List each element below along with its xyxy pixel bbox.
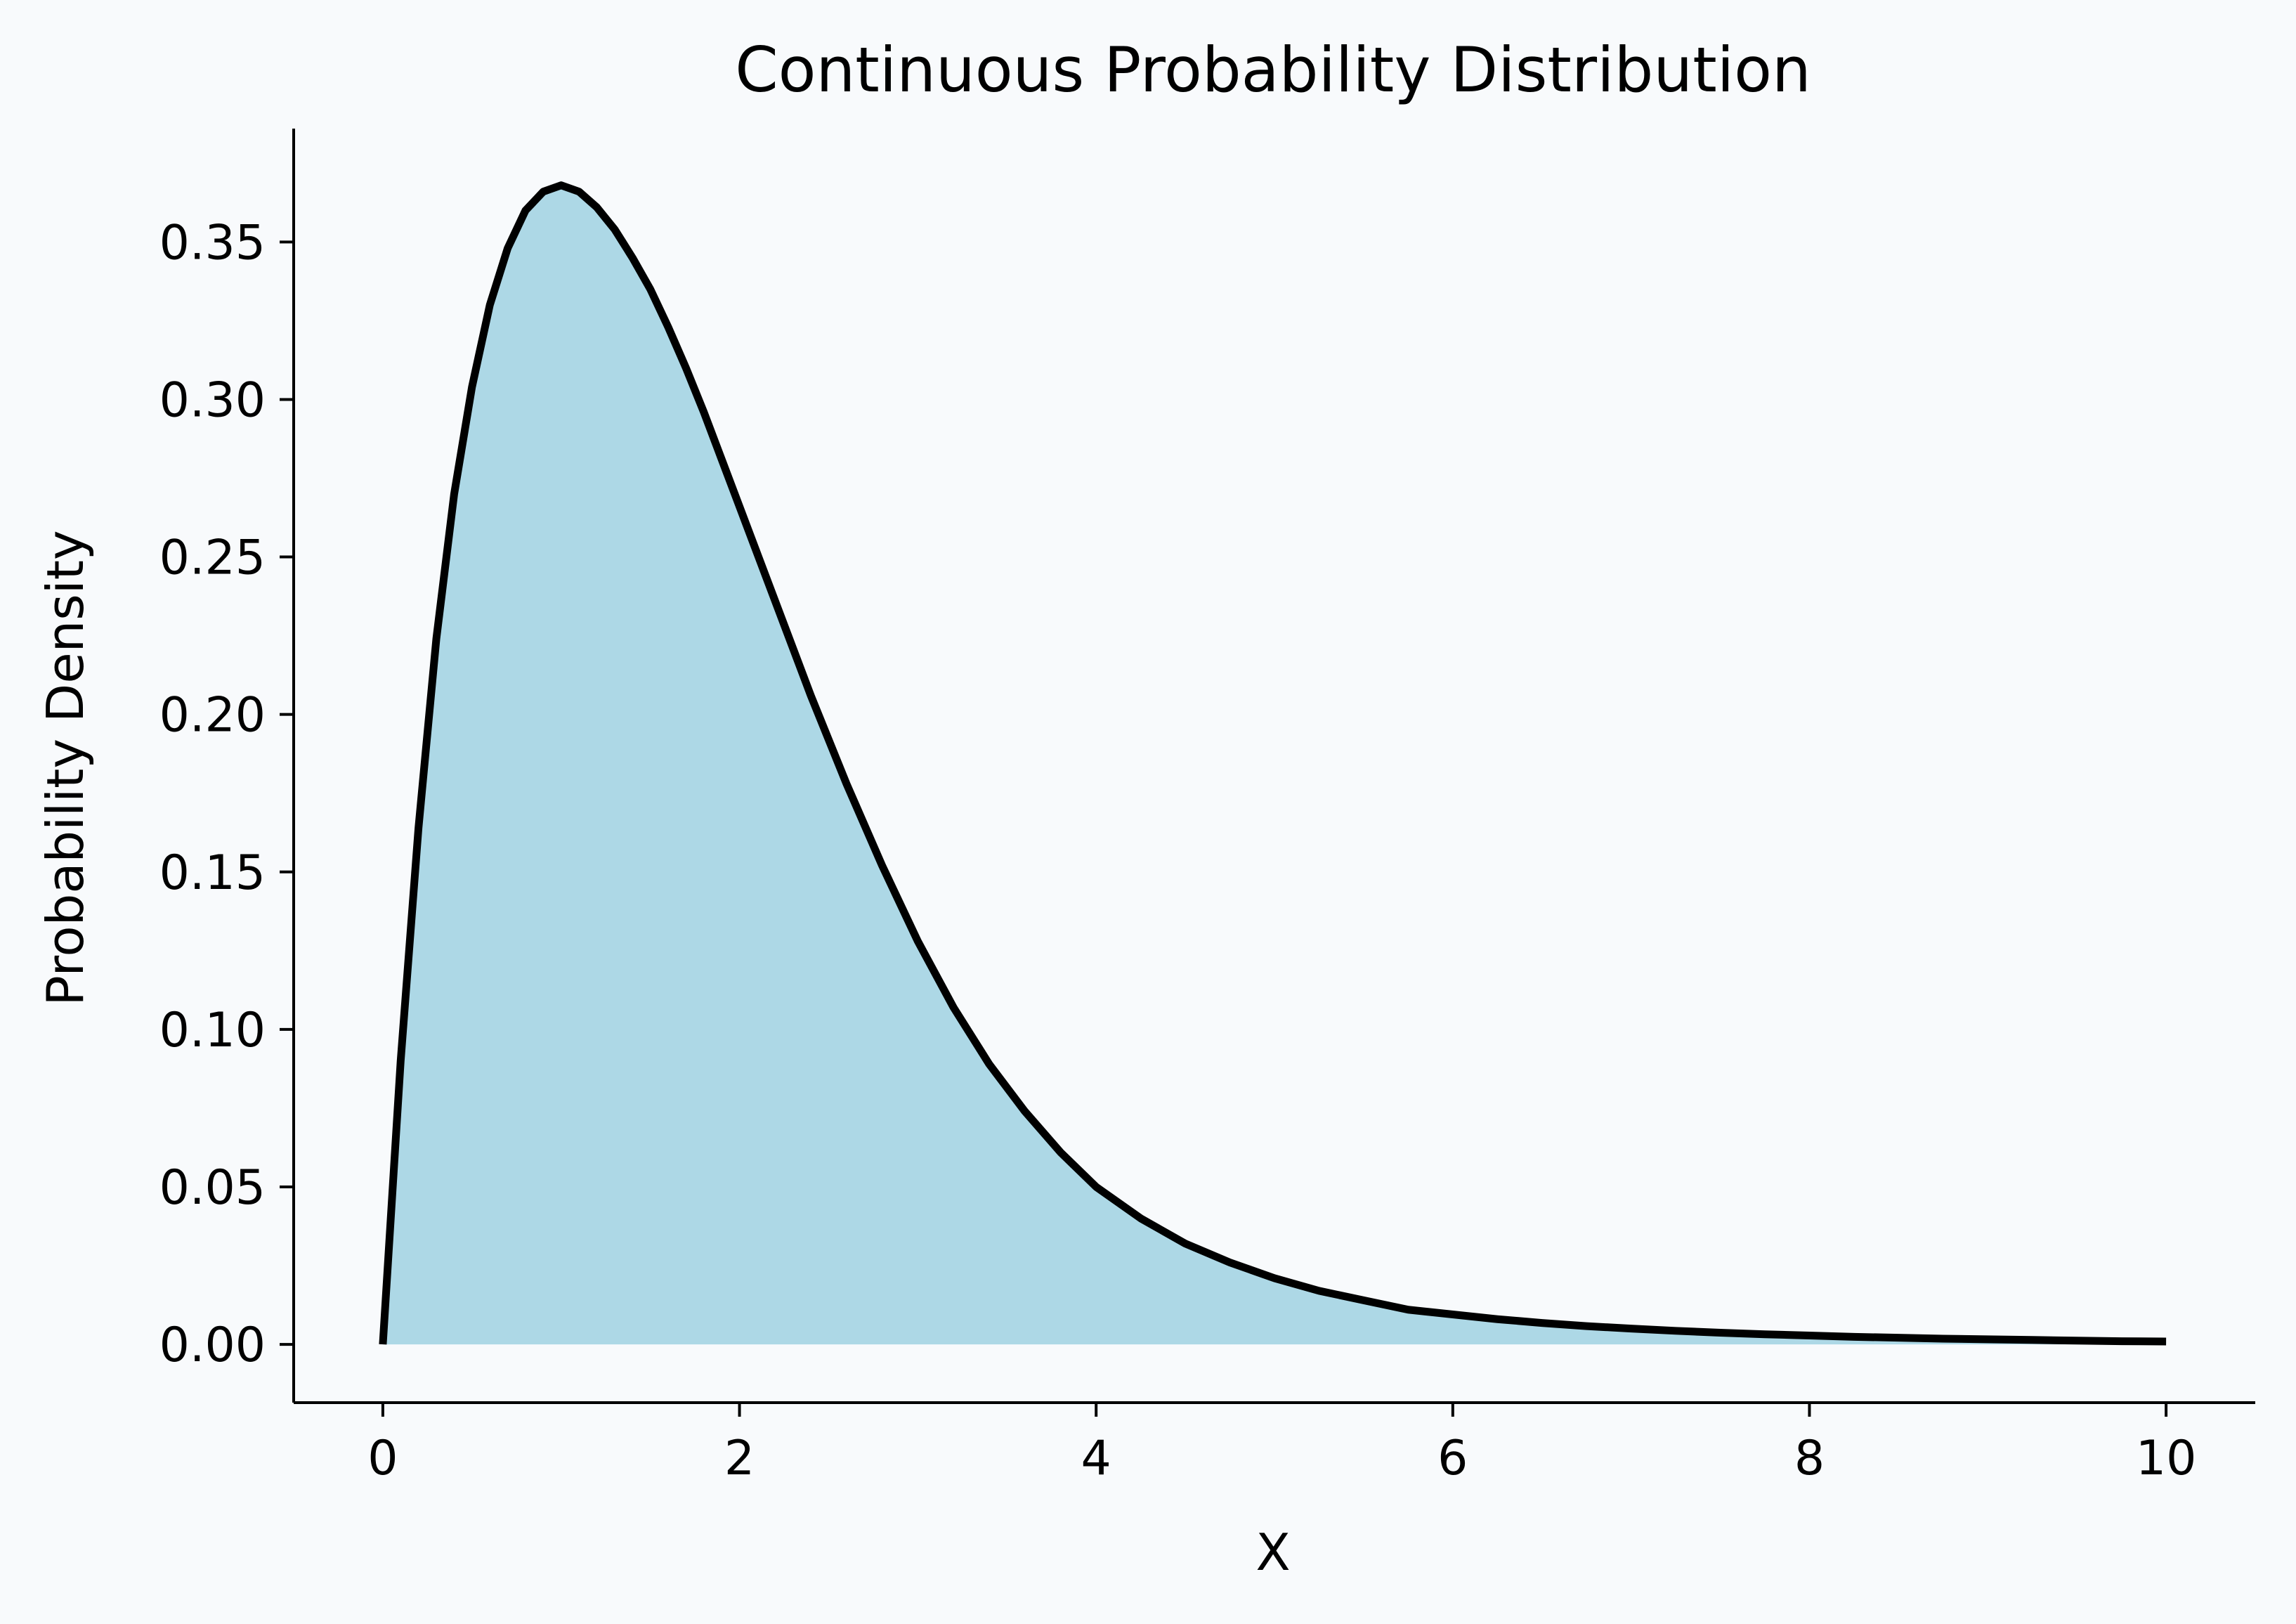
y-tick-label: 0.30	[159, 372, 266, 428]
axes: 0 2 4 6 8 10 0.00 0.05 0.10 0.15 0.20 0.25 0.30 0.35	[159, 129, 2255, 1486]
y-tick-label: 0.15	[159, 845, 266, 901]
x-tick-label: 0	[367, 1431, 398, 1486]
x-tick-label: 8	[1794, 1431, 1825, 1486]
y-tick-label: 0.10	[159, 1003, 266, 1058]
y-tick-label: 0.05	[159, 1160, 266, 1216]
density-curve	[379, 181, 2167, 1346]
y-tick-label: 0.20	[159, 688, 266, 743]
y-tick-label: 0.25	[159, 531, 266, 586]
x-tick-label: 10	[2136, 1431, 2197, 1486]
chart-title: Continuous Probability Distribution	[735, 34, 1811, 106]
plot-area	[379, 181, 2167, 1346]
x-axis-label: X	[1255, 1523, 1290, 1582]
x-tick-label: 6	[1437, 1431, 1468, 1486]
density-area	[382, 185, 2167, 1345]
y-axis-label: Probability Density	[36, 530, 95, 1006]
x-tick-label: 2	[724, 1431, 755, 1486]
x-tick-label: 4	[1081, 1431, 1111, 1486]
y-tick-label: 0.35	[159, 215, 266, 271]
y-tick-label: 0.00	[159, 1318, 266, 1373]
